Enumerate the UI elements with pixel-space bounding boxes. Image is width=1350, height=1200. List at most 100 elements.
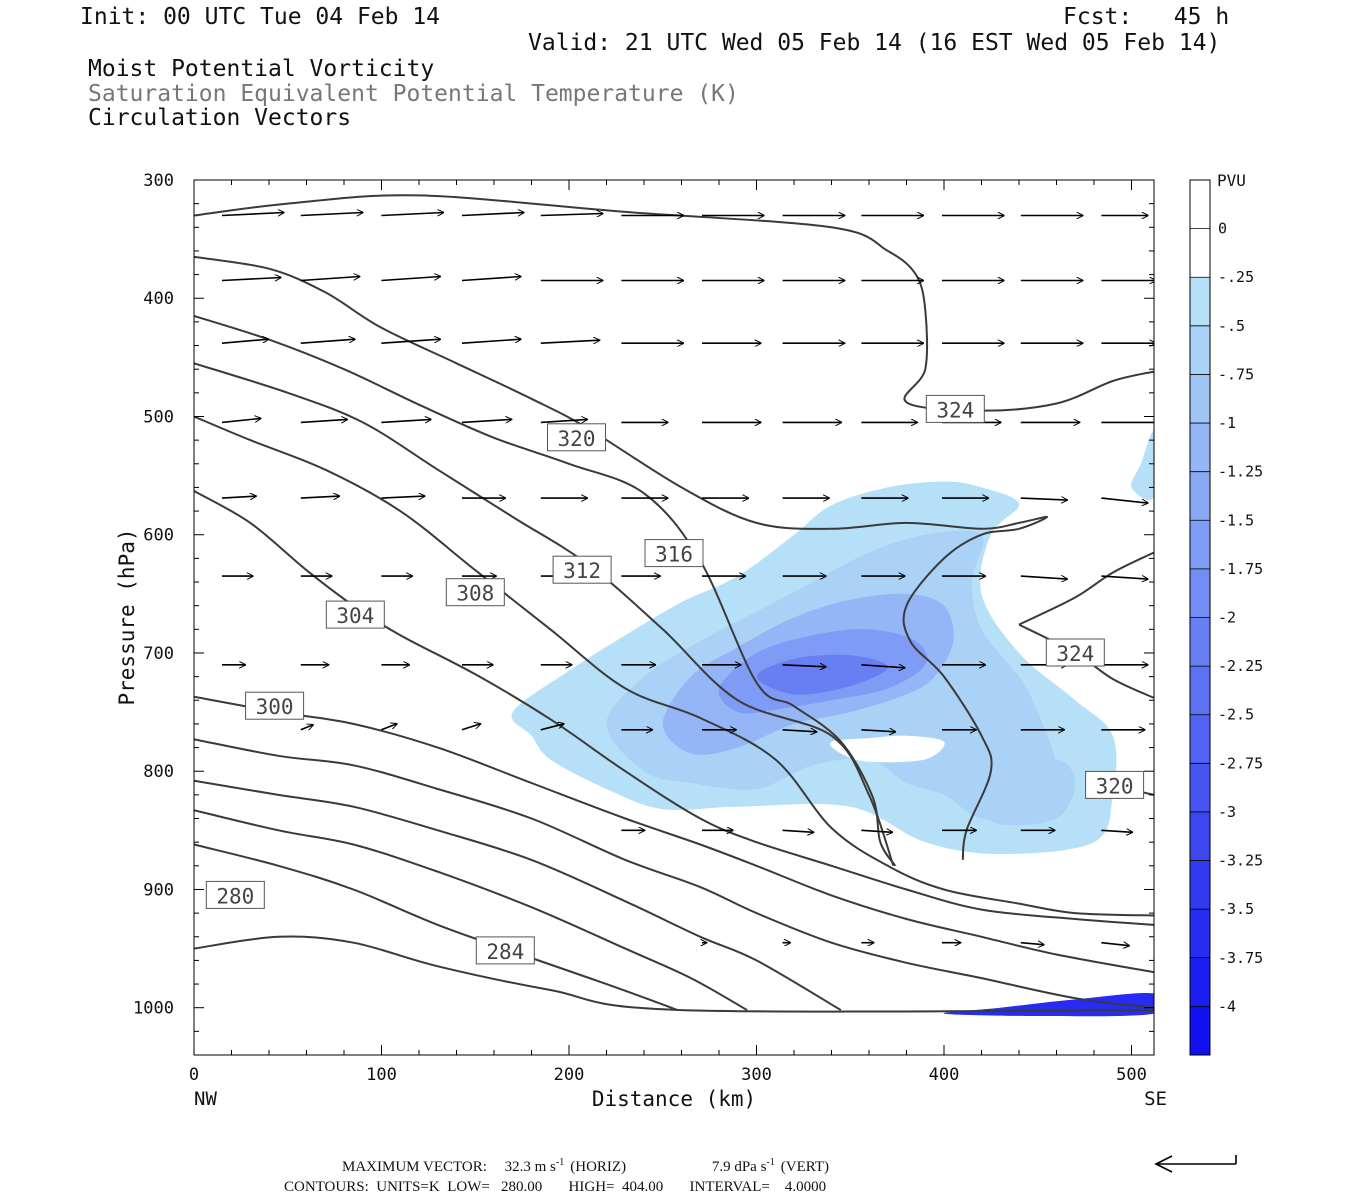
circulation-vector <box>300 213 363 216</box>
colorbar-label: -.75 <box>1218 365 1254 383</box>
circulation-vector <box>1101 830 1132 832</box>
vert-exp: -1 <box>766 1157 774 1168</box>
contour-label-320: 320 <box>547 423 606 452</box>
valid-time-label: Valid: 21 UTC Wed 05 Feb 14 (16 EST Wed … <box>528 30 1221 56</box>
circulation-vector <box>381 496 424 498</box>
colorbar-label: 0 <box>1218 220 1227 238</box>
svg-text:284: 284 <box>486 940 524 964</box>
pv-colorbar: 0 -.25 -.5 -.75 -1 -1.25 -1.5 -1.75 -2 -2.25 -2.5 -… <box>1189 179 1263 1056</box>
max-vector-label: MAXIMUM VECTOR: <box>342 1159 487 1175</box>
circulation-vector <box>221 496 256 498</box>
horiz-exp: -1 <box>556 1157 564 1168</box>
colorbar-label: -3 <box>1218 803 1236 821</box>
colorbar-band <box>1190 471 1210 521</box>
circulation-vector <box>1101 497 1148 503</box>
colorbar-band <box>1190 277 1210 327</box>
moist-pv-shading <box>511 431 1154 1017</box>
colorbar-label: -3.25 <box>1218 852 1263 870</box>
field-title-vectors: Circulation Vectors <box>88 105 352 131</box>
pv-region <box>1131 431 1154 501</box>
circulation-vector <box>540 419 588 422</box>
svg-text:324: 324 <box>936 398 974 422</box>
contour-324 <box>194 194 1154 412</box>
colorbar-band <box>1190 763 1210 813</box>
svg-text:316: 316 <box>655 543 693 567</box>
y-tick-label: 700 <box>143 644 174 664</box>
vert-unit: (VERT) <box>781 1159 829 1175</box>
svg-text:320: 320 <box>558 427 596 451</box>
colorbar-band <box>1190 714 1210 764</box>
circulation-vector <box>461 724 481 731</box>
svg-text:320: 320 <box>1096 774 1134 798</box>
contour-280 <box>194 935 1154 1013</box>
contours-info-line: CONTOURS: UNITS=K LOW= 280.00 HIGH= 404.… <box>284 1179 826 1195</box>
plot-frame <box>193 179 1155 1056</box>
contour-label-324: 324 <box>1045 638 1105 667</box>
contour-label-300: 300 <box>245 691 305 720</box>
horiz-unit: (HORIZ) <box>570 1159 626 1175</box>
circulation-vector <box>1101 943 1129 946</box>
x-tick-label: 100 <box>366 1065 397 1085</box>
colorbar-band <box>1190 423 1210 473</box>
colorbar-band <box>1190 811 1210 862</box>
vert-value: 7.9 dPa s <box>712 1159 767 1175</box>
circulation-vector <box>861 730 895 732</box>
x-tick-label: 400 <box>929 1065 960 1085</box>
x-axis-title: Distance (km) <box>592 1087 756 1111</box>
circulation-vector <box>861 830 892 832</box>
y-axis-title: Pressure (hPa) <box>115 528 139 705</box>
contour-label-320: 320 <box>1085 770 1145 799</box>
circulation-vector <box>221 339 269 344</box>
contour-324 <box>1018 551 1154 626</box>
colorbar-label: -.5 <box>1218 317 1245 335</box>
circulation-vector <box>300 725 313 731</box>
circulation-vector <box>300 277 360 282</box>
colorbar-band <box>1190 666 1210 716</box>
y-tick-label: 900 <box>143 880 174 900</box>
colorbar-band <box>1190 909 1210 959</box>
contour-label-280: 280 <box>205 880 265 909</box>
init-time-label: Init: 00 UTC Tue 04 Feb 14 <box>80 4 441 30</box>
field-title-mpv: Moist Potential Vorticity <box>88 56 435 82</box>
contour-308 <box>194 415 1154 917</box>
colorbar-band <box>1190 860 1210 910</box>
circulation-vector <box>300 339 355 344</box>
contour-324 <box>1018 623 1154 699</box>
colorbar-band <box>1190 568 1210 618</box>
contour-284 <box>194 843 679 1012</box>
colorbar-label: -2.5 <box>1218 706 1254 724</box>
svg-text:280: 280 <box>216 884 254 908</box>
colorbar-band <box>1190 520 1210 570</box>
circulation-vector <box>381 724 397 731</box>
colorbar-label: -2.75 <box>1218 754 1263 772</box>
y-tick-label: 300 <box>143 171 174 191</box>
circulation-vector <box>381 339 440 344</box>
colorbar-label: -.25 <box>1218 268 1254 286</box>
contour-320 <box>194 255 1049 861</box>
colorbar-band <box>1190 957 1210 1007</box>
circulation-vector <box>861 665 904 668</box>
colorbar-unit-label: PVU <box>1217 171 1246 190</box>
x-tick-label: 200 <box>554 1065 585 1085</box>
circulation-vector <box>221 278 281 281</box>
contour-288 <box>194 809 748 1011</box>
axes: 0 100 200 300 400 500 300 400 500 600 700 800 900 100… <box>133 171 1154 1085</box>
x-end-label-left: NW <box>194 1088 217 1110</box>
circulation-vector <box>540 724 564 731</box>
colorbar-label: -1.75 <box>1218 560 1263 578</box>
x-end-label-right: SE <box>1144 1088 1167 1110</box>
circulation-vector <box>782 730 817 732</box>
pv-gap <box>830 735 945 763</box>
circulation-vector <box>300 419 348 422</box>
y-tick-label: 600 <box>143 526 174 546</box>
svg-text:300: 300 <box>256 695 294 719</box>
circulation-vector <box>540 214 603 216</box>
colorbar-label: -1 <box>1218 414 1236 432</box>
colorbar-label: -1.5 <box>1218 511 1254 529</box>
circulation-vector <box>540 340 600 343</box>
circulation-vector <box>221 418 261 424</box>
contour-296 <box>194 738 1154 1009</box>
circulation-vector <box>300 496 340 498</box>
circulation-vector <box>461 277 521 282</box>
